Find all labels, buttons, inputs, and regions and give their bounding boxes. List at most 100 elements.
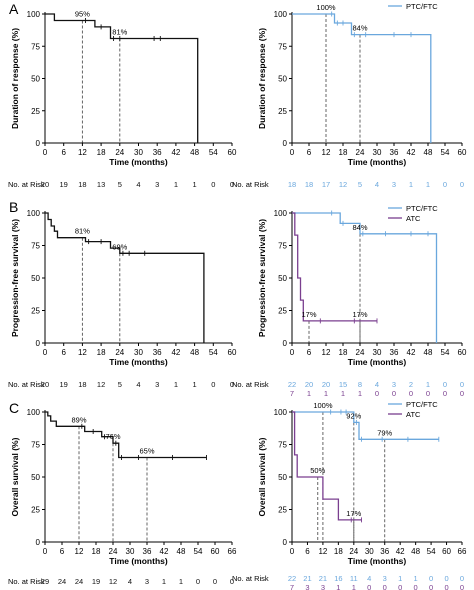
y-tick-label: 75 [278,42,287,51]
risk-count: 20 [322,380,330,389]
x-tick-label: 42 [160,547,169,556]
x-axis-title: Time (months) [109,357,168,367]
risk-count: 2 [409,380,413,389]
x-tick-label: 42 [171,148,180,157]
survival-annotation: 100% [316,3,336,12]
risk-count: 1 [162,577,166,586]
survival-annotation: 79% [377,428,392,437]
y-tick-label: 75 [31,42,40,51]
x-tick-label: 24 [109,547,118,556]
x-tick-label: 6 [307,148,312,157]
risk-table-label: No. at Risk [8,577,45,586]
risk-table-label: No. at Risk [232,180,269,189]
x-tick-label: 36 [153,148,162,157]
x-tick-label: 12 [75,547,84,556]
risk-table-label: No. at Risk [8,180,45,189]
x-tick-label: 6 [307,348,312,357]
risk-table-label: No. at Risk [232,574,269,583]
risk-count: 12 [109,577,117,586]
risk-count: 4 [375,180,379,189]
risk-count: 4 [128,577,132,586]
risk-count: 0 [443,380,447,389]
x-tick-label: 36 [153,348,162,357]
x-tick-label: 48 [411,547,420,556]
risk-count: 19 [60,380,68,389]
risk-count: 21 [303,574,311,583]
x-tick-label: 60 [228,148,237,157]
risk-count: 0 [426,389,430,398]
x-tick-label: 60 [211,547,220,556]
x-tick-label: 24 [349,547,358,556]
x-tick-label: 12 [318,547,327,556]
y-tick-label: 0 [283,538,288,547]
risk-count: 19 [92,577,100,586]
risk-count: 1 [307,389,311,398]
x-tick-label: 6 [61,148,66,157]
risk-count: 7 [290,583,294,590]
x-tick-label: 12 [78,348,87,357]
risk-count: 1 [174,380,178,389]
risk-count: 0 [460,389,464,398]
legend-label: PTC/FTC [406,204,438,213]
x-tick-label: 24 [356,148,365,157]
risk-count: 4 [367,574,371,583]
risk-count: 0 [460,180,464,189]
x-tick-label: 60 [458,148,467,157]
y-tick-label: 100 [274,408,288,417]
x-axis-title: Time (months) [348,357,407,367]
x-tick-label: 12 [322,148,331,157]
risk-count: 15 [339,380,347,389]
risk-count: 18 [78,380,86,389]
panel-letter: A [9,1,19,17]
risk-count: 0 [367,583,371,590]
risk-count: 0 [230,180,234,189]
risk-count: 20 [305,380,313,389]
km-curve-series-0 [45,212,205,343]
risk-count: 1 [193,180,197,189]
km-curve-series-0 [45,411,207,459]
risk-count: 3 [392,180,396,189]
y-axis-title: Overall survival (%) [257,437,267,516]
km-curve-series-1 [292,212,377,322]
risk-count: 1 [398,574,402,583]
survival-annotation: 84% [352,223,367,232]
risk-count: 0 [211,380,215,389]
x-tick-label: 60 [228,348,237,357]
x-tick-label: 54 [209,348,218,357]
risk-count: 3 [383,574,387,583]
legend-label: PTC/FTC [406,400,438,409]
risk-count: 24 [58,577,66,586]
y-tick-label: 50 [278,473,287,482]
x-tick-label: 12 [78,148,87,157]
x-tick-label: 0 [290,148,295,157]
risk-count: 0 [443,389,447,398]
risk-count: 12 [97,380,105,389]
risk-count: 0 [383,583,387,590]
x-tick-label: 30 [134,148,143,157]
survival-annotation: 81% [75,227,90,236]
risk-count: 19 [60,180,68,189]
x-tick-label: 18 [339,148,348,157]
y-tick-label: 0 [283,139,288,148]
survival-annotation: 17% [346,509,361,518]
y-tick-label: 75 [31,242,40,251]
y-axis-title: Progression-free survival (%) [10,219,20,337]
x-tick-label: 0 [43,348,48,357]
risk-count: 4 [136,180,140,189]
y-axis-title: Duration of response (%) [257,28,267,129]
y-tick-label: 50 [278,274,287,283]
y-tick-label: 0 [36,339,41,348]
legend-label: PTC/FTC [406,2,438,11]
survival-annotation: 69% [112,242,127,251]
x-tick-label: 54 [194,547,203,556]
x-axis-title: Time (months) [348,157,407,167]
risk-count: 0 [443,180,447,189]
y-tick-label: 75 [31,441,40,450]
y-axis-title: Duration of response (%) [10,28,20,129]
x-tick-label: 60 [458,348,467,357]
risk-count: 4 [375,380,379,389]
